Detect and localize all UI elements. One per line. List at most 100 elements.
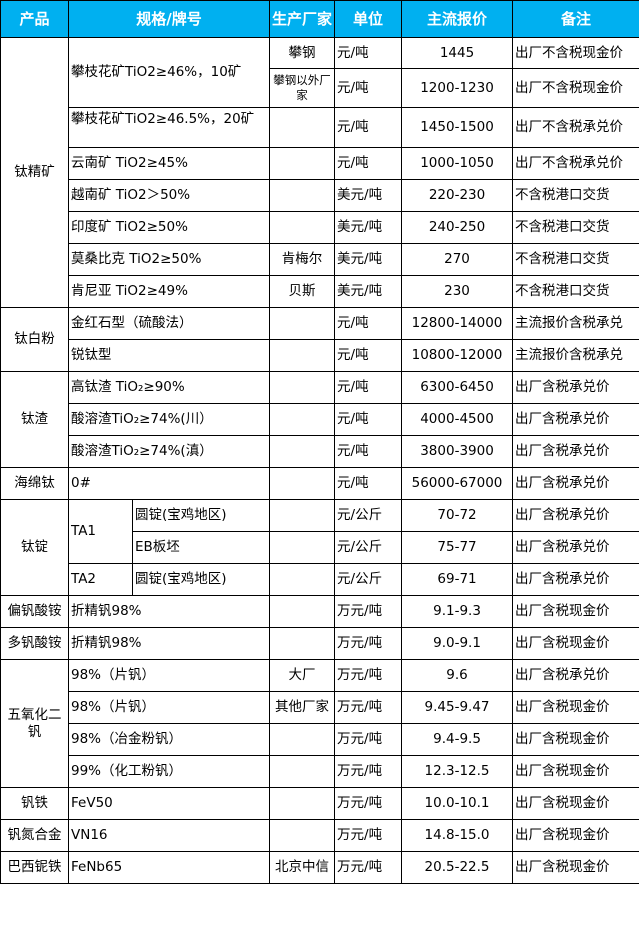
cell-maker — [269, 627, 336, 660]
cell-price: 20.5-22.5 — [401, 851, 514, 884]
cell-note: 出厂含税现金价 — [512, 819, 639, 852]
cell-note: 出厂含税现金价 — [512, 691, 639, 724]
cell-note: 出厂不含税现金价 — [512, 68, 639, 108]
cell-spec: 98%（片钒） — [67, 659, 271, 692]
cell-unit: 元/吨 — [334, 307, 403, 340]
cell-maker: 大厂 — [269, 659, 336, 692]
cell-spec: 锐钛型 — [67, 339, 271, 372]
cell-spec: 金红石型（硫酸法） — [67, 307, 271, 340]
cell-maker — [269, 107, 336, 148]
cell-maker — [269, 307, 336, 340]
cell-product: 钛锭 — [0, 499, 69, 596]
cell-maker — [269, 371, 336, 404]
cell-unit: 万元/吨 — [334, 755, 403, 788]
cell-unit: 元/吨 — [334, 68, 403, 108]
cell-price: 75-77 — [401, 531, 514, 564]
cell-spec: 印度矿 TiO2≥50% — [67, 211, 271, 244]
table-body: 钛精矿 攀枝花矿TiO2≥46%，10矿 攀钢 元/吨 1445 出厂不含税现金价 攀钢以外… — [0, 37, 639, 884]
cell-product: 多钒酸铵 — [0, 627, 69, 660]
cell-grade: TA1 — [68, 499, 133, 564]
price-table: 产品 规格/牌号 生产厂家 单位 主流报价 备注 钛精矿 攀枝花矿TiO2≥46%… — [0, 0, 639, 884]
cell-unit: 元/公斤 — [334, 531, 403, 564]
cell-maker — [269, 147, 336, 180]
cell-spec: 云南矿 TiO2≥45% — [67, 147, 271, 180]
table-row: 攀枝花矿TiO2≥46.5%，20矿 元/吨 1450-1500 出厂不含税承兑价 — [1, 107, 639, 148]
table-row: 莫桑比克 TiO2≥50% 肯梅尔 美元/吨 270 不含税港口交货 — [1, 243, 639, 276]
table-row: 99%（化工粉钒） 万元/吨 12.3-12.5 出厂含税现金价 — [1, 755, 639, 788]
cell-maker: 其他厂家 — [269, 691, 336, 724]
cell-maker — [269, 755, 336, 788]
cell-unit: 元/公斤 — [334, 499, 403, 532]
cell-note: 出厂含税现金价 — [512, 595, 639, 628]
table-row: 越南矿 TiO2＞50% 美元/吨 220-230 不含税港口交货 — [1, 179, 639, 212]
cell-maker: 肯梅尔 — [269, 243, 336, 276]
cell-spec: FeV50 — [67, 787, 271, 820]
cell-spec: 圆锭(宝鸡地区) — [131, 563, 271, 596]
table-row: 钒氮合金 VN16 万元/吨 14.8-15.0 出厂含税现金价 — [0, 819, 639, 852]
cell-spec: 攀枝花矿TiO2≥46.5%，20矿 — [67, 107, 271, 148]
cell-price: 69-71 — [401, 563, 514, 596]
cell-note: 出厂含税承兑价 — [512, 531, 639, 564]
cell-maker — [269, 339, 336, 372]
cell-price: 9.6 — [401, 659, 514, 692]
cell-product: 巴西铌铁 — [0, 851, 69, 884]
cell-maker — [269, 499, 336, 532]
cell-note: 出厂含税承兑价 — [512, 467, 639, 500]
cell-note: 出厂含税现金价 — [512, 755, 639, 788]
table-row: 钛精矿 攀枝花矿TiO2≥46%，10矿 攀钢 元/吨 1445 出厂不含税现金价 — [0, 37, 639, 308]
table-row: 钛白粉 金红石型（硫酸法） 元/吨 12800-14000 主流报价含税承兑 — [0, 307, 639, 372]
cell-note: 出厂含税承兑价 — [512, 499, 639, 532]
cell-price: 220-230 — [401, 179, 514, 212]
cell-unit: 万元/吨 — [334, 819, 403, 852]
cell-price: 230 — [401, 275, 514, 308]
cell-unit: 元/吨 — [334, 467, 403, 500]
cell-price: 70-72 — [401, 499, 514, 532]
table-row: 钒铁 FeV50 万元/吨 10.0-10.1 出厂含税现金价 — [0, 787, 639, 820]
cell-unit: 万元/吨 — [334, 627, 403, 660]
cell-price: 56000-67000 — [401, 467, 514, 500]
table-row: 钛锭 TA1 圆锭(宝鸡地区) 元/公斤 70-72 出厂含税承兑价 — [0, 499, 639, 596]
cell-spec: 攀枝花矿TiO2≥46%，10矿 — [67, 37, 271, 108]
cell-spec: 折精钒98% — [67, 595, 271, 628]
cell-unit: 元/吨 — [334, 37, 403, 69]
cell-product: 钛白粉 — [0, 307, 69, 372]
cell-spec: VN16 — [67, 819, 271, 852]
cell-unit: 美元/吨 — [334, 275, 403, 308]
cell-grade: TA2 — [68, 563, 133, 596]
cell-spec: 99%（化工粉钒） — [67, 755, 271, 788]
cell-note: 出厂含税现金价 — [512, 851, 639, 884]
cell-unit: 美元/吨 — [334, 179, 403, 212]
cell-maker: 攀钢 — [269, 37, 336, 69]
table-row: 印度矿 TiO2≥50% 美元/吨 240-250 不含税港口交货 — [1, 211, 639, 244]
cell-note: 不含税港口交货 — [512, 275, 639, 308]
table-row: 多钒酸铵 折精钒98% 万元/吨 9.0-9.1 出厂含税现金价 — [0, 627, 639, 660]
cell-maker: 贝斯 — [269, 275, 336, 308]
cell-maker — [269, 179, 336, 212]
cell-price: 1200-1230 — [401, 68, 514, 108]
cell-maker: 北京中信 — [269, 851, 336, 884]
table-header-row: 产品 规格/牌号 生产厂家 单位 主流报价 备注 — [0, 0, 639, 38]
cell-product: 海绵钛 — [0, 467, 69, 500]
cell-maker: 攀钢以外厂家 — [269, 68, 336, 108]
table-row: 肯尼亚 TiO2≥49% 贝斯 美元/吨 230 不含税港口交货 — [1, 275, 639, 308]
cell-note: 出厂含税承兑价 — [512, 563, 639, 596]
cell-product: 钛精矿 — [0, 37, 69, 308]
cell-unit: 元/吨 — [334, 435, 403, 468]
cell-price: 12800-14000 — [401, 307, 514, 340]
table-row: 酸溶渣TiO₂≥74%(川） 元/吨 4000-4500 出厂含税承兑价 — [1, 403, 639, 436]
cell-spec: 圆锭(宝鸡地区) — [131, 499, 271, 532]
cell-product: 钒氮合金 — [0, 819, 69, 852]
cell-unit: 元/吨 — [334, 147, 403, 180]
cell-spec: 莫桑比克 TiO2≥50% — [67, 243, 271, 276]
cell-price: 6300-6450 — [401, 371, 514, 404]
cell-maker — [269, 403, 336, 436]
table-row: EB板坯 元/公斤 75-77 出厂含税承兑价 — [1, 531, 639, 564]
cell-maker — [269, 531, 336, 564]
header-maker: 生产厂家 — [269, 0, 336, 38]
cell-price: 240-250 — [401, 211, 514, 244]
table-row: 钛渣 高钛渣 TiO₂≥90% 元/吨 6300-6450 出厂含税承兑价 — [0, 371, 639, 468]
cell-unit: 元/公斤 — [334, 563, 403, 596]
table-row: TA2 圆锭(宝鸡地区) 元/公斤 69-71 出厂含税承兑价 — [1, 563, 639, 596]
cell-maker — [269, 467, 336, 500]
cell-spec: 98%（冶金粉钒） — [67, 723, 271, 756]
